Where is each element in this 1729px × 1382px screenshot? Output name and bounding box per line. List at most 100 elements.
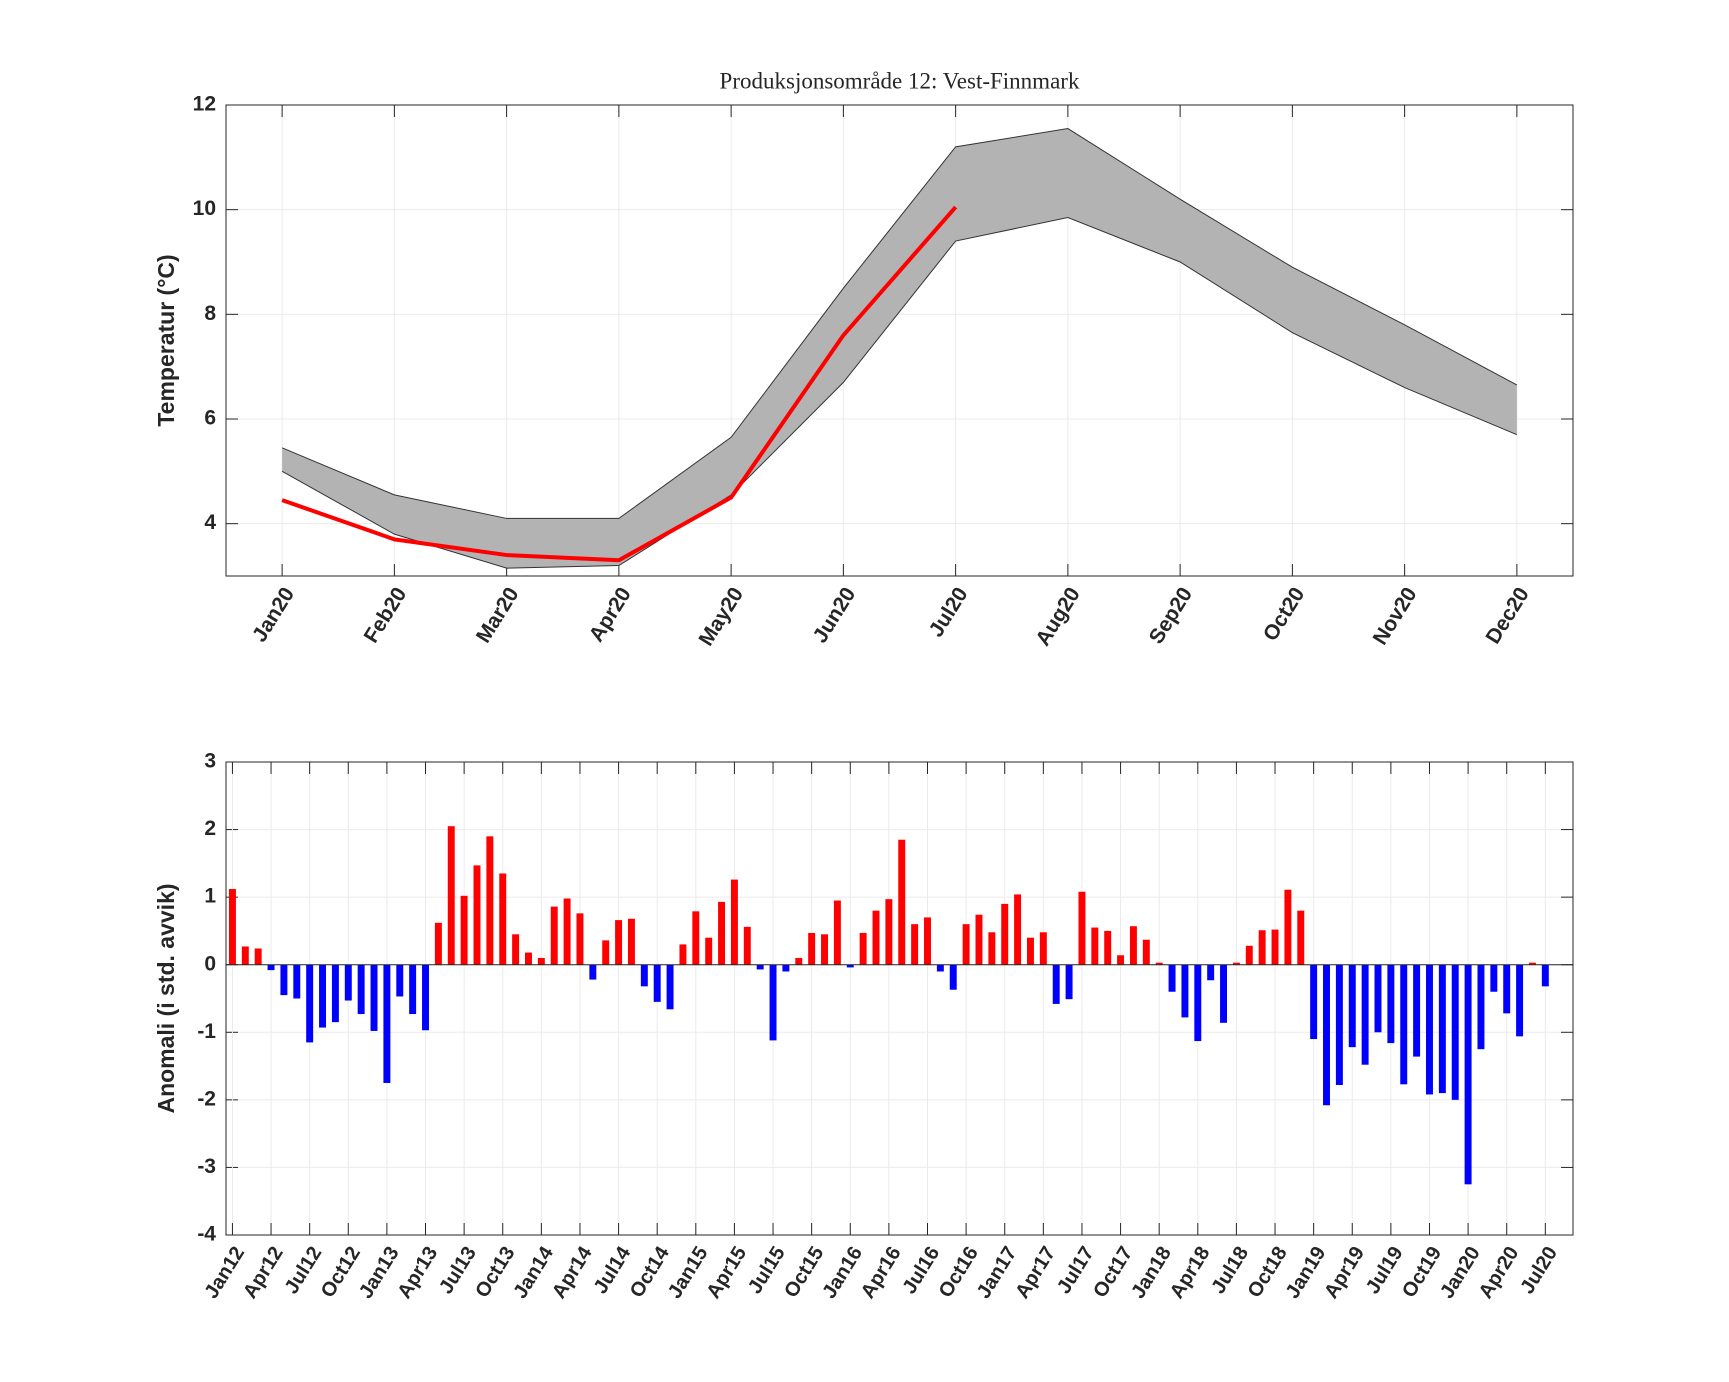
bar	[1078, 891, 1086, 965]
bar	[1361, 964, 1369, 1065]
bar	[1451, 964, 1459, 1100]
bar	[1232, 962, 1240, 965]
bar	[1142, 939, 1150, 965]
bar	[1117, 955, 1125, 965]
bar	[1181, 964, 1189, 1018]
bar	[743, 926, 751, 965]
bar	[911, 924, 919, 965]
bar	[1258, 930, 1266, 965]
bar	[808, 932, 816, 965]
bar	[563, 898, 571, 965]
bar	[1091, 927, 1099, 965]
y-axis-label: Temperatur (°C)	[153, 254, 179, 426]
bar	[525, 952, 532, 965]
bar	[782, 964, 790, 972]
bar	[718, 901, 726, 965]
band-area	[282, 128, 1517, 569]
y-tick-label: -1	[197, 1020, 216, 1043]
bar	[293, 964, 301, 999]
bar	[422, 964, 429, 1031]
y-tick-label: 12	[193, 93, 216, 116]
bar	[383, 964, 391, 1083]
bar	[1155, 962, 1163, 965]
bar	[602, 940, 610, 965]
bar	[872, 910, 880, 965]
bar	[254, 948, 262, 965]
bar	[975, 914, 983, 965]
bar	[692, 911, 700, 965]
bar	[1001, 903, 1009, 965]
y-tick-label: 0	[204, 952, 216, 975]
bar	[1026, 937, 1034, 965]
bar	[1039, 932, 1047, 965]
bar	[1052, 964, 1060, 1004]
bar	[846, 964, 854, 968]
bar	[460, 895, 468, 965]
bar	[409, 964, 417, 1015]
y-tick-label: -3	[197, 1155, 216, 1178]
y-tick-label: 3	[204, 750, 216, 773]
bar	[1220, 964, 1228, 1023]
bar	[962, 924, 970, 965]
bar	[1310, 964, 1318, 1040]
y-tick-label: 10	[193, 197, 216, 220]
bar	[537, 957, 545, 965]
bar	[396, 964, 404, 997]
bar	[949, 964, 957, 990]
bar	[486, 836, 494, 965]
bar	[1065, 964, 1073, 1000]
bar	[1528, 962, 1536, 965]
bar	[319, 964, 327, 1028]
y-tick-label: 2	[204, 817, 216, 840]
bar	[576, 913, 584, 965]
bar	[924, 917, 931, 965]
bar	[344, 964, 352, 1001]
bar	[306, 964, 314, 1043]
y-tick-label: 8	[204, 302, 216, 325]
bar	[756, 964, 764, 970]
bar	[640, 964, 648, 987]
bar	[627, 918, 635, 965]
bar	[1348, 964, 1356, 1048]
bar	[1129, 926, 1137, 965]
bar	[1323, 964, 1330, 1106]
bar	[885, 899, 893, 965]
bar	[833, 900, 841, 965]
bar	[679, 944, 687, 965]
bar	[1503, 964, 1511, 1014]
bar	[1297, 910, 1305, 965]
bar	[434, 922, 442, 965]
series-line	[281, 205, 958, 563]
bar	[653, 964, 661, 1002]
bar	[1490, 964, 1498, 992]
bar	[705, 937, 713, 965]
bar	[357, 964, 365, 1015]
bar	[795, 957, 803, 965]
bar	[1245, 945, 1253, 965]
bar	[1374, 964, 1382, 1033]
y-axis-label: Anomali (i std. avvik)	[153, 883, 179, 1113]
axes-box	[225, 104, 1574, 577]
bar	[1413, 964, 1421, 1057]
bar	[988, 932, 996, 965]
bar	[550, 906, 558, 965]
bar	[1477, 964, 1485, 1050]
band-lower	[281, 216, 1518, 569]
bar	[821, 934, 828, 965]
bar	[1541, 964, 1549, 987]
bar	[898, 839, 906, 965]
bar	[280, 964, 288, 996]
bar	[1335, 964, 1343, 1085]
bar	[1207, 964, 1215, 981]
y-tick-label: -2	[197, 1087, 216, 1110]
bar	[1284, 889, 1292, 965]
bar	[241, 946, 249, 965]
bar	[936, 964, 944, 972]
axes-box	[225, 761, 1574, 1236]
bar	[1271, 929, 1279, 965]
bar	[666, 964, 674, 1010]
y-tick-label: 6	[204, 407, 216, 430]
bar	[730, 879, 738, 965]
bar	[1464, 964, 1472, 1185]
